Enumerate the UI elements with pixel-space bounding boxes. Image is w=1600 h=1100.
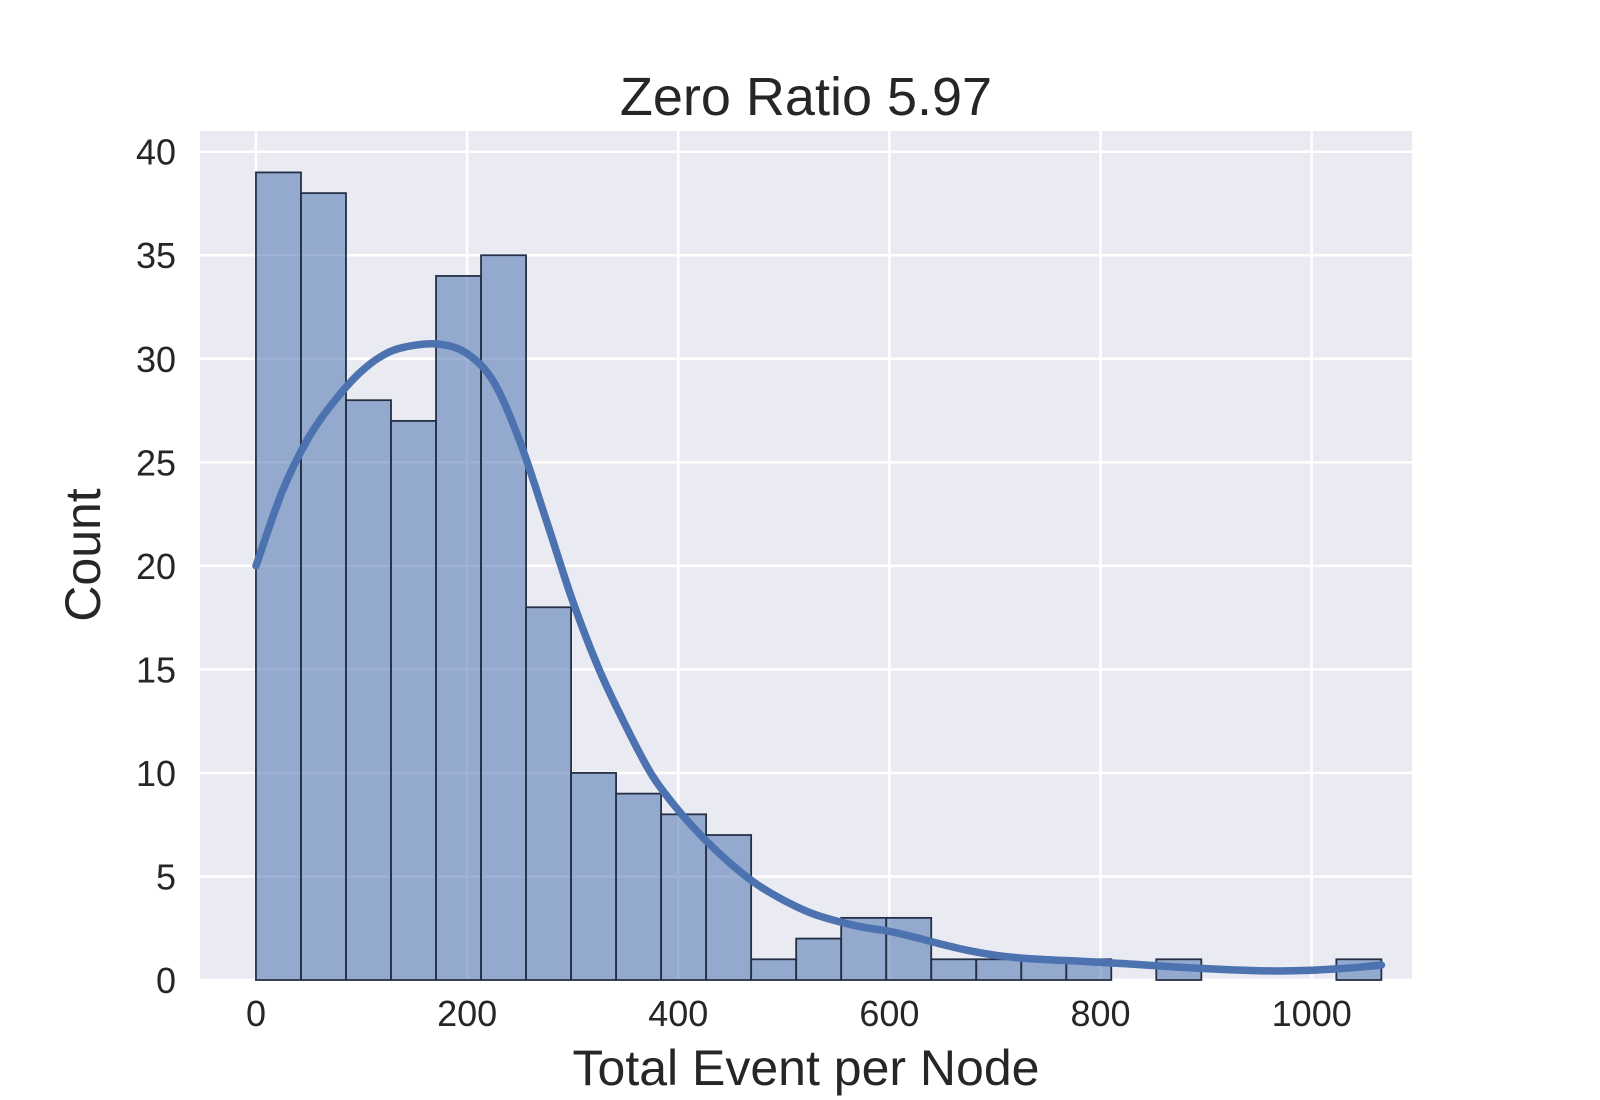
y-tick-label: 0 xyxy=(156,960,176,1001)
histogram-bar xyxy=(480,254,527,981)
y-axis-label: Count xyxy=(55,488,111,622)
histogram-bar xyxy=(795,937,843,981)
histogram-bar xyxy=(570,772,617,981)
x-tick-label: 800 xyxy=(1071,993,1131,1034)
histogram-bar xyxy=(390,420,437,981)
histogram-bar xyxy=(660,813,708,981)
histogram-bar xyxy=(345,399,392,981)
y-tick-label: 35 xyxy=(136,235,176,276)
histogram-bar xyxy=(615,792,663,981)
x-tick-label: 0 xyxy=(246,993,266,1034)
y-tick-label: 30 xyxy=(136,339,176,380)
tick-labels: 0 200 400 600 800 1000 0 5 10 15 20 25 30 35 40 xyxy=(136,132,1352,1034)
y-tick-label: 20 xyxy=(136,546,176,587)
histogram-bar xyxy=(300,192,347,981)
histogram-bar xyxy=(930,958,978,981)
x-axis-label: Total Event per Node xyxy=(573,1040,1040,1096)
plot-area xyxy=(200,131,1412,982)
y-tick-label: 10 xyxy=(136,753,176,794)
histogram-bar xyxy=(885,916,933,981)
x-tick-label: 200 xyxy=(437,993,497,1034)
chart-title: Zero Ratio 5.97 xyxy=(620,67,992,127)
x-tick-label: 1000 xyxy=(1272,993,1352,1034)
y-tick-label: 25 xyxy=(136,442,176,483)
histogram-bar xyxy=(435,275,482,981)
y-tick-label: 5 xyxy=(156,856,176,897)
x-tick-label: 600 xyxy=(859,993,919,1034)
histogram-bar xyxy=(750,958,798,981)
histogram-bar xyxy=(705,834,753,981)
histogram-bar xyxy=(525,606,572,981)
y-tick-label: 40 xyxy=(136,132,176,173)
y-tick-label: 15 xyxy=(136,649,176,690)
x-tick-label: 400 xyxy=(648,993,708,1034)
kde-curve xyxy=(252,339,1386,975)
histogram-bar xyxy=(255,171,302,981)
histogram-bar xyxy=(975,958,1023,981)
